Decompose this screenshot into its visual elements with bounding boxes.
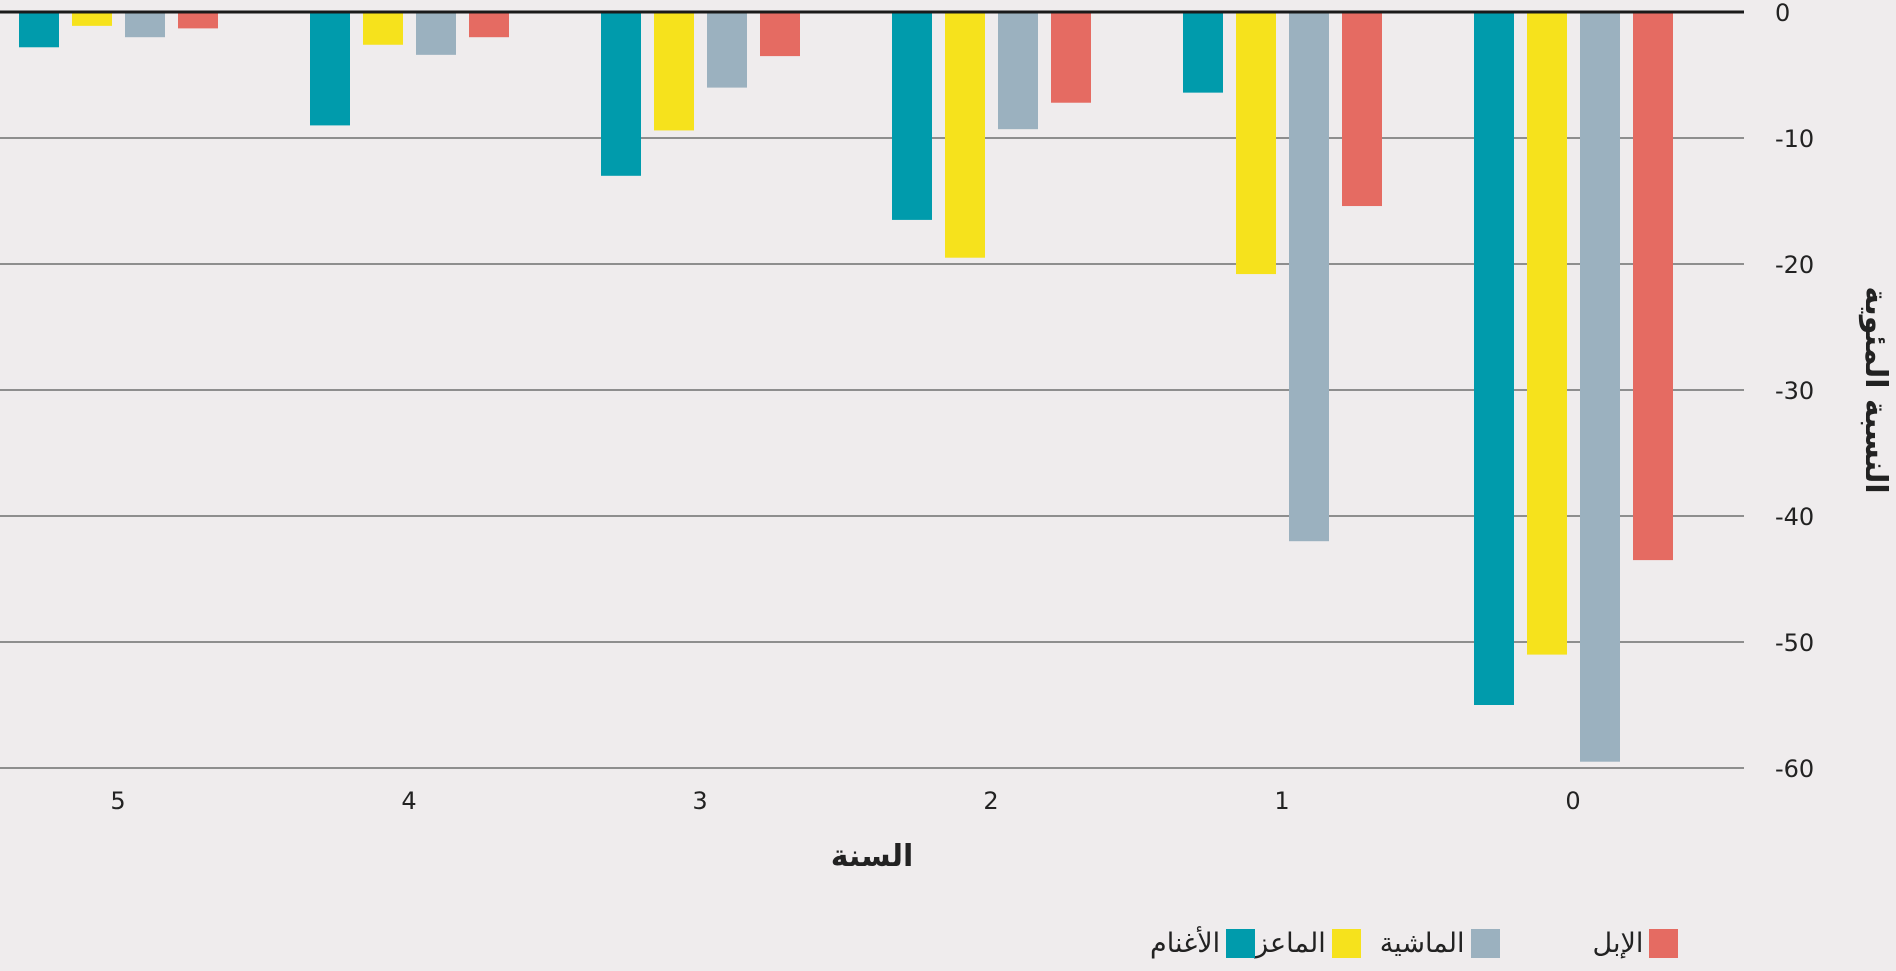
bar [998, 12, 1038, 130]
x-tick-label: 2 [983, 787, 998, 815]
bar [1342, 12, 1382, 207]
bar [363, 12, 403, 45]
x-tick-label: 1 [1274, 787, 1289, 815]
y-tick-label: 0 [1775, 0, 1790, 27]
legend-item-camels: الإبل [1593, 928, 1679, 959]
x-tick-label: 5 [110, 787, 125, 815]
y-tick-label: -60 [1775, 755, 1814, 783]
legend-label-goats: الماعز [1255, 928, 1326, 959]
bar [178, 12, 218, 29]
bar [1183, 12, 1223, 93]
bar [469, 12, 509, 38]
bar [707, 12, 747, 88]
legend-item-goats: الماعز [1255, 928, 1361, 959]
legend-swatch-goats [1331, 929, 1361, 958]
bar [19, 12, 59, 48]
bars [19, 12, 1673, 762]
legend-label-sheep: الأغنام [1150, 928, 1221, 959]
bar [1236, 12, 1276, 275]
y-tick-label: -30 [1775, 377, 1814, 405]
legend-label-cattle: الماشية [1379, 928, 1465, 959]
y-axis-title: النسبة المئوية [1858, 286, 1893, 493]
x-tick-label: 0 [1565, 787, 1580, 815]
legend-label-camels: الإبل [1592, 928, 1644, 959]
legend-swatch-sheep [1226, 929, 1256, 958]
bar [1633, 12, 1673, 561]
legend-item-cattle: الماشية [1380, 928, 1500, 959]
bar [1580, 12, 1620, 762]
gridlines [0, 137, 1744, 769]
bar [760, 12, 800, 57]
y-tick-labels: 0 -10 -20 -30 -40 -50 -60 [1775, 0, 1814, 783]
bar [1527, 12, 1567, 655]
legend: الإبل الماشية الماعز الأغنام [1125, 928, 1679, 959]
bar [310, 12, 350, 126]
x-tick-label: 4 [401, 787, 416, 815]
bar [601, 12, 641, 176]
bar [125, 12, 165, 38]
legend-item-sheep: الأغنام [1150, 928, 1256, 959]
legend-swatch-cattle [1470, 929, 1500, 958]
bar [1051, 12, 1091, 103]
legend-swatch-camels [1649, 929, 1679, 958]
bar [1289, 12, 1329, 542]
bar [945, 12, 985, 258]
y-tick-label: -20 [1775, 251, 1814, 279]
bar [892, 12, 932, 220]
bar [654, 12, 694, 131]
x-axis-title: السنة [831, 839, 914, 874]
bar [416, 12, 456, 55]
x-tick-labels: 0 1 2 3 4 5 [110, 787, 1580, 815]
y-tick-label: -50 [1775, 629, 1814, 657]
bar [72, 12, 112, 26]
y-tick-label: -40 [1775, 503, 1814, 531]
x-tick-label: 3 [692, 787, 707, 815]
bar [1474, 12, 1514, 705]
y-tick-label: -10 [1775, 125, 1814, 153]
